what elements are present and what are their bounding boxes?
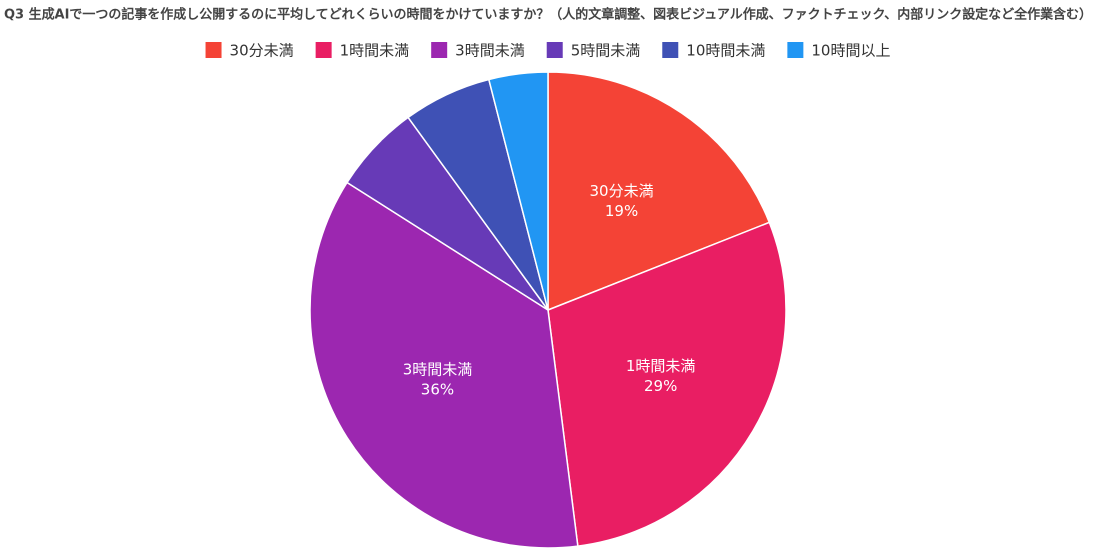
legend-swatch xyxy=(431,42,448,58)
legend-item: 3時間未満 xyxy=(431,42,525,60)
pie-slice xyxy=(487,71,549,311)
slice-value: 29% xyxy=(644,377,677,395)
legend-swatch xyxy=(315,42,332,58)
legend-item: 30分未満 xyxy=(205,42,294,60)
slice-value: 19% xyxy=(605,202,638,220)
pie-slice xyxy=(309,181,579,549)
pie xyxy=(309,71,787,549)
legend-label: 3時間未満 xyxy=(455,42,525,60)
slice-value: 36% xyxy=(421,381,454,399)
legend-label: 1時間未満 xyxy=(340,42,410,60)
chart-title: Q3 生成AIで一つの記事を作成し公開するのに平均してどれくらいの時間をかけてい… xyxy=(4,7,1092,23)
legend: 30分未満 1時間未満 3時間未満 5時間未満 10時間未満 10時間以上 xyxy=(205,42,890,60)
legend-item: 5時間未満 xyxy=(546,42,641,60)
slice-category: 1時間未満 xyxy=(626,357,696,375)
pie-slice xyxy=(547,221,787,547)
legend-swatch xyxy=(787,42,804,58)
legend-item: 10時間未満 xyxy=(662,42,765,60)
legend-label: 10時間未満 xyxy=(686,42,765,60)
legend-swatch xyxy=(662,42,679,58)
legend-label: 10時間以上 xyxy=(811,42,890,60)
pie-slice xyxy=(547,71,771,312)
legend-swatch xyxy=(546,42,563,58)
slice-category: 3時間未満 xyxy=(403,361,473,379)
legend-item: 1時間未満 xyxy=(315,42,410,60)
legend-label: 5時間未満 xyxy=(571,42,641,60)
legend-label: 30分未満 xyxy=(230,42,294,60)
slice-labels: 30分未満 19% 1時間未満 29% 3時間未満 36% xyxy=(403,182,696,398)
slice-category: 30分未満 xyxy=(590,182,654,200)
legend-item: 10時間以上 xyxy=(787,42,890,60)
legend-swatch xyxy=(205,42,222,58)
